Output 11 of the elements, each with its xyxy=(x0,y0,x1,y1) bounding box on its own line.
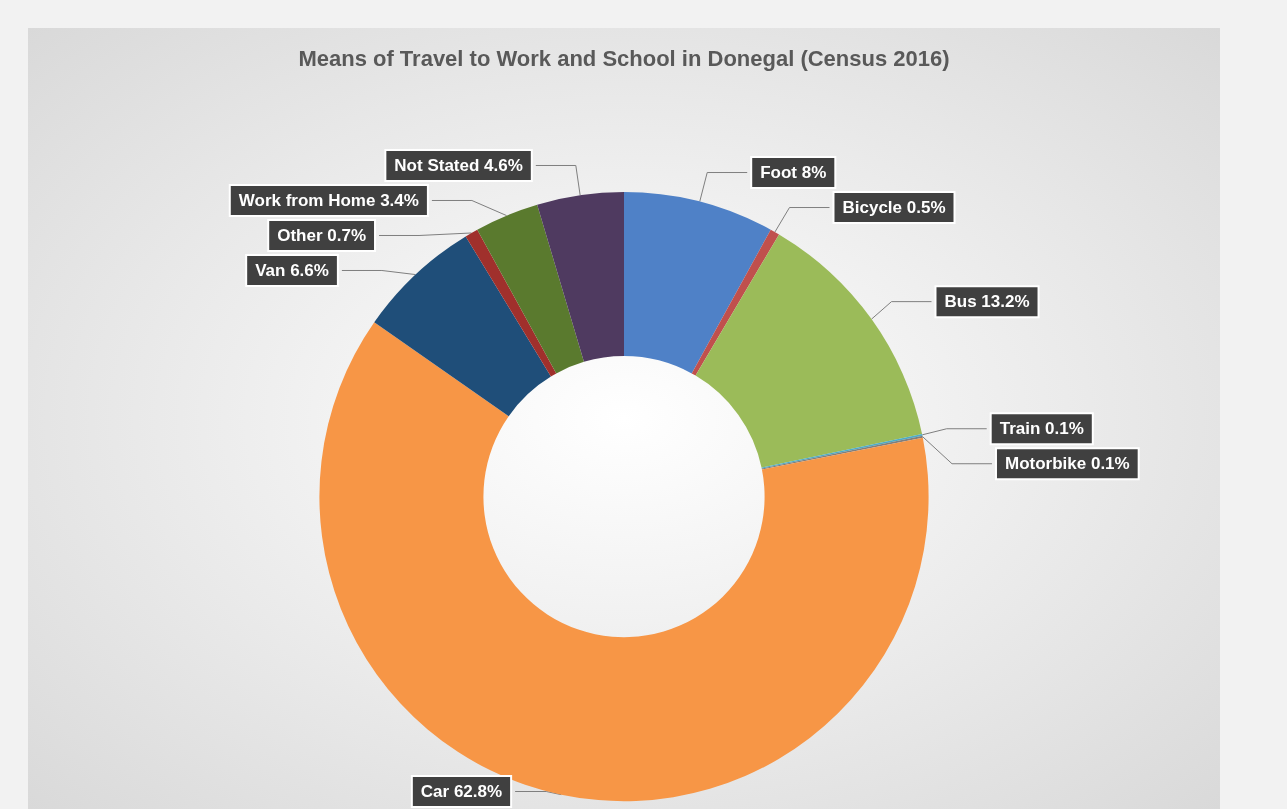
slice-label: Bus 13.2% xyxy=(944,292,1030,312)
chart-title: Means of Travel to Work and School in Donegal (Census 2016) xyxy=(298,45,950,71)
slice-label: Bicycle 0.5% xyxy=(842,198,946,218)
slice-label: Work from Home 3.4% xyxy=(238,191,419,210)
slice-label: Foot 8% xyxy=(760,163,827,183)
slice-label: Car 62.8% xyxy=(420,782,503,801)
slice-label: Not Stated 4.6% xyxy=(394,156,523,175)
slice-label: Other 0.7% xyxy=(277,226,367,245)
slice-label: Motorbike 0.1% xyxy=(1004,454,1130,474)
slice-label: Train 0.1% xyxy=(999,419,1084,439)
slice-label: Van 6.6% xyxy=(255,261,329,280)
